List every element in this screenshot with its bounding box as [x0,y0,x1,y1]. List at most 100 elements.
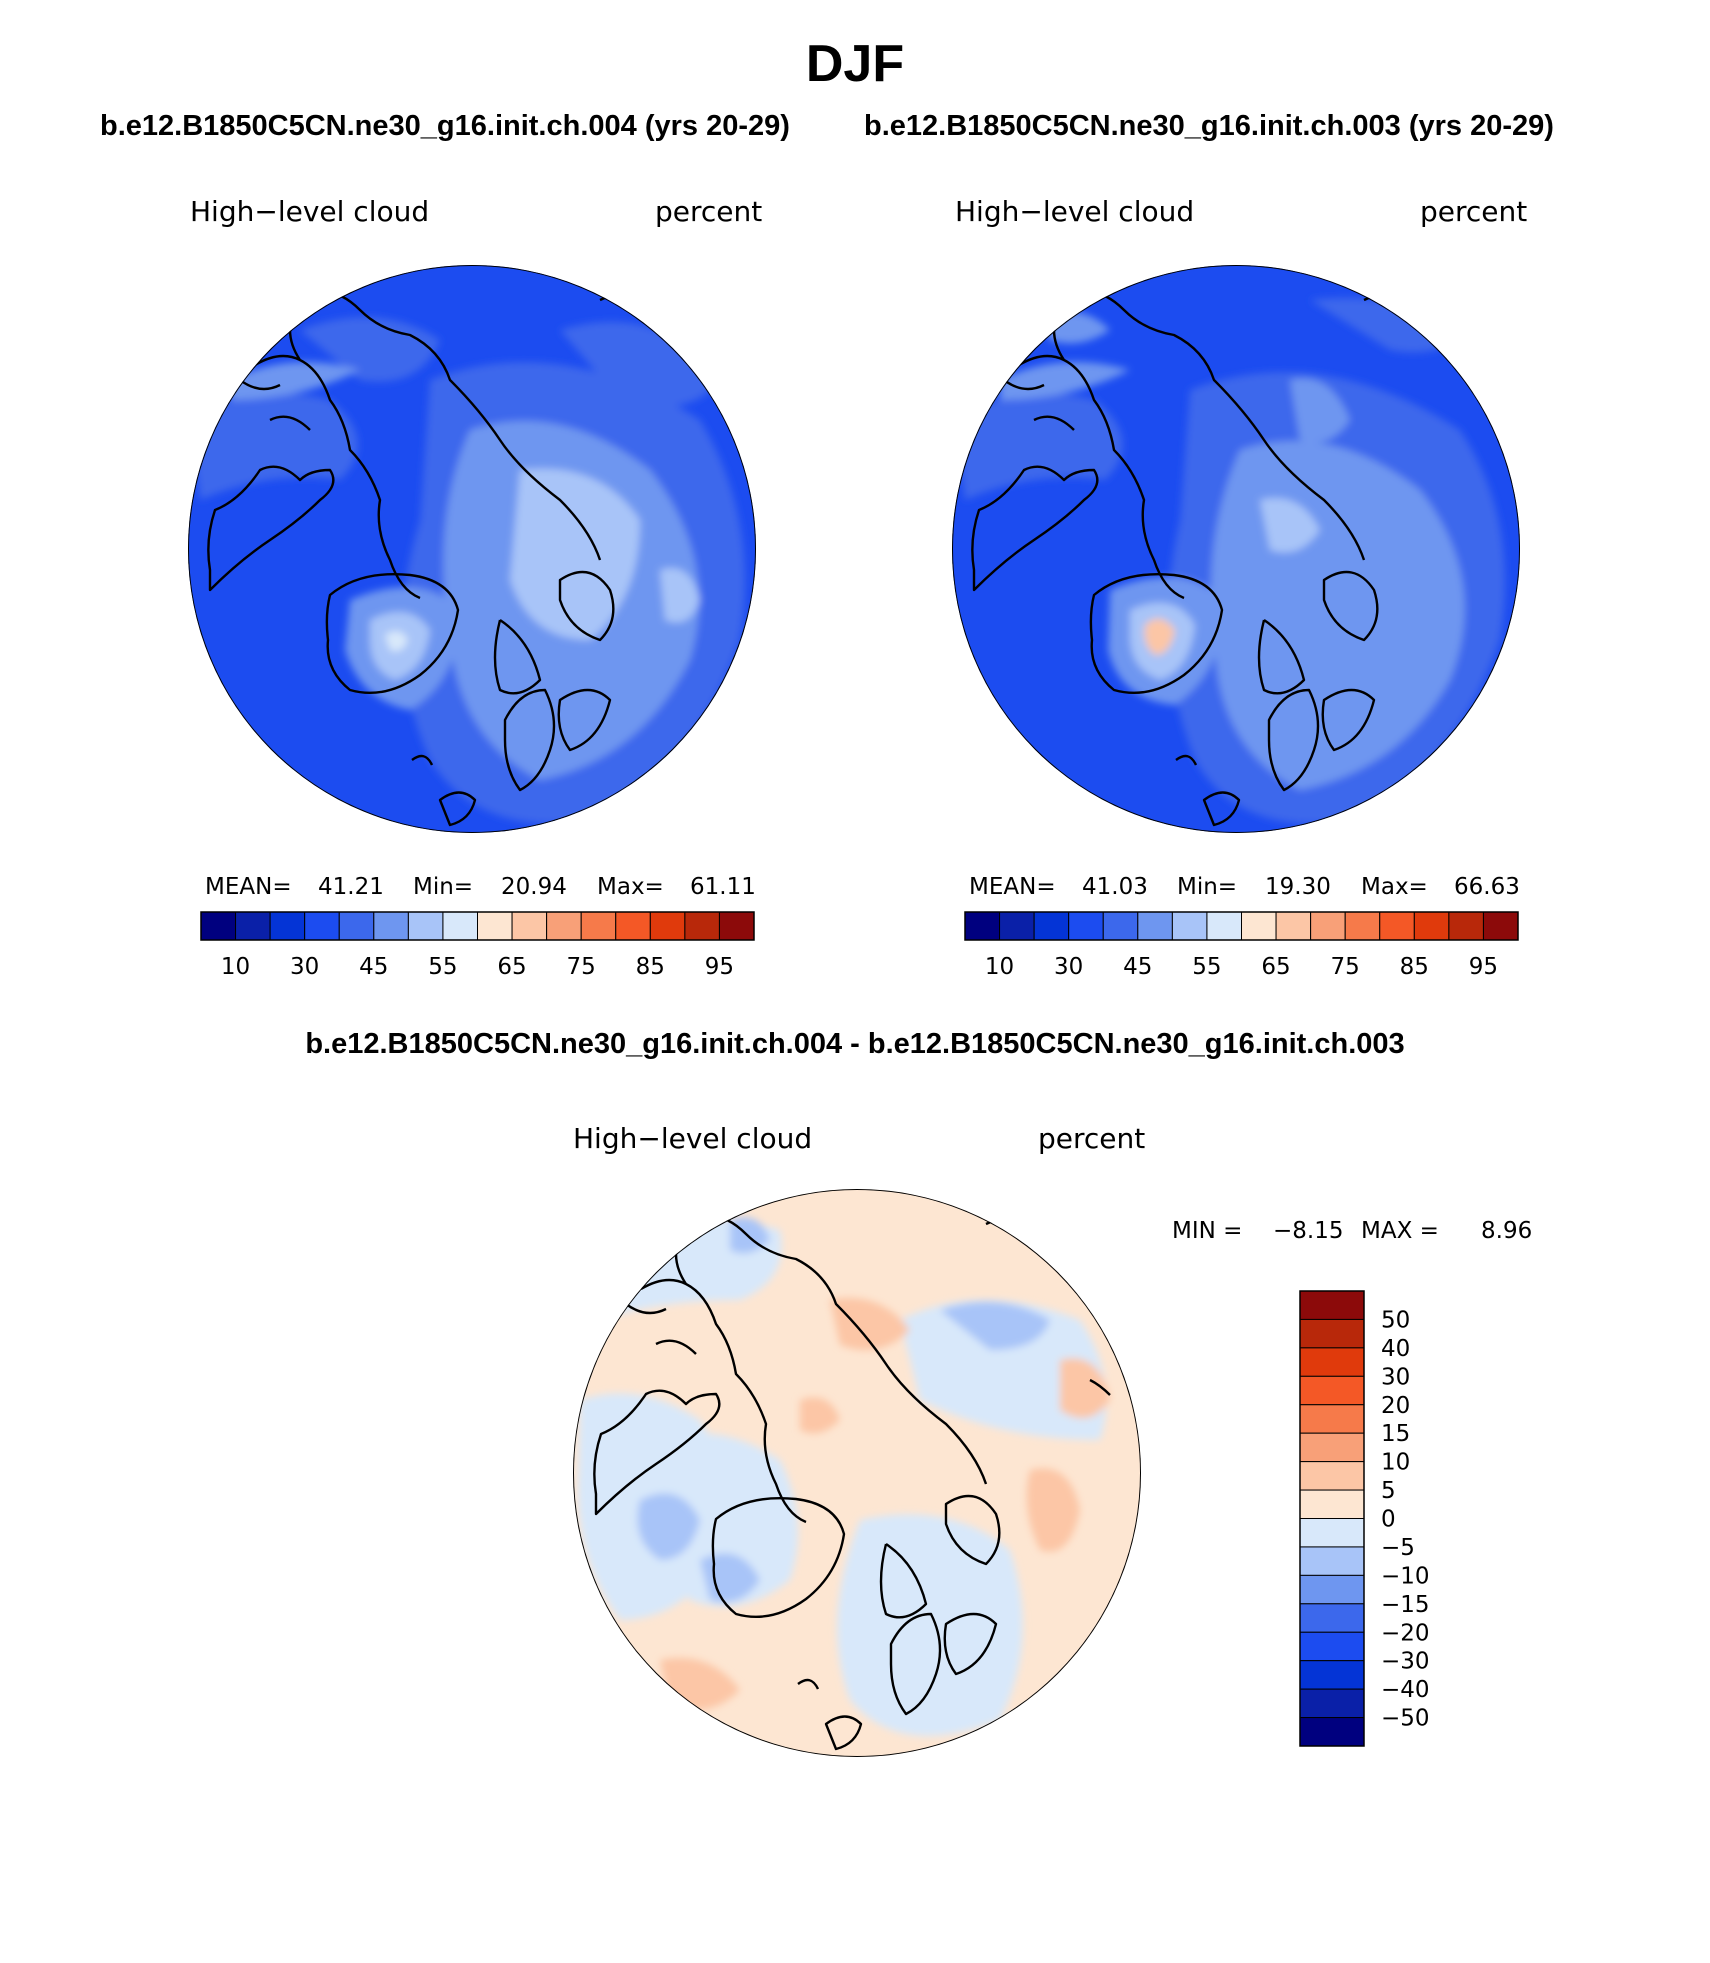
left-colorbar-swatch [304,911,340,941]
right-max-value: 66.63 [1454,874,1520,900]
difference-cloud-field [573,1189,1141,1757]
right-colorbar-swatch [964,911,1001,941]
diff-colorbar-tick-label: 5 [1381,1478,1396,1504]
right-colorbar-swatch [1310,911,1346,941]
diff-colorbar-swatch [1299,1461,1365,1491]
left-max-label: Max= [597,874,664,900]
left-colorbar-tick-label: 45 [359,954,388,980]
left-colorbar-swatch [200,911,237,941]
right-colorbar-swatch [1033,911,1070,941]
left-colorbar-swatch [718,911,755,941]
left-max-value: 61.11 [690,874,756,900]
figure-title: DJF [805,35,905,93]
left-colorbar-tick-label: 65 [497,954,526,980]
right-colorbar-swatch [1448,911,1484,941]
diff-colorbar-tick-label: 15 [1381,1421,1410,1447]
left-min-label: Min= [413,874,473,900]
right-panel: High−level cloud percent [952,195,1527,980]
diff-colorbar-tick-label: 50 [1381,1307,1410,1333]
right-colorbar-swatch [1102,911,1139,941]
right-mean-value: 41.03 [1082,874,1148,900]
right-cloud-field [952,265,1520,833]
right-min-label: Min= [1177,874,1237,900]
left-colorbar-tick-label: 95 [705,954,734,980]
right-colorbar-swatch [1068,911,1104,941]
right-units-label: percent [1420,195,1527,228]
diff-colorbar-tick-label: 10 [1381,1450,1410,1476]
diff-colorbar-swatch [1299,1518,1365,1548]
right-mean-label: MEAN= [969,874,1056,900]
diff-colorbar-swatch [1299,1290,1365,1320]
right-colorbar-swatch [1241,911,1277,941]
left-colorbar-swatch [373,911,409,941]
right-colorbar-tick-label: 55 [1192,954,1221,980]
left-colorbar-swatch [615,911,651,941]
diff-colorbar-tick-label: 40 [1381,1336,1410,1362]
diff-colorbar-tick-label: −40 [1381,1677,1430,1703]
left-mean-value: 41.21 [318,874,384,900]
left-colorbar-tick-label: 10 [221,954,250,980]
diff-colorbar-swatch [1299,1688,1365,1719]
right-colorbar-tick-label: 75 [1331,954,1360,980]
right-colorbar-swatch [1482,911,1519,941]
left-units-label: percent [655,195,762,228]
right-case-title: b.e12.B1850C5CN.ne30_g16.init.ch.003 (yr… [864,110,1554,142]
left-colorbar-tick-label: 30 [290,954,319,980]
right-colorbar-tick-label: 65 [1261,954,1290,980]
right-colorbar-swatch [1275,911,1312,941]
left-colorbar-swatch [580,911,617,941]
diff-max-label: MAX = [1361,1218,1439,1244]
diff-colorbar-swatch [1299,1432,1365,1463]
right-colorbar-tick-label: 10 [985,954,1014,980]
right-colorbar-swatch [1206,911,1242,941]
left-min-value: 20.94 [501,874,567,900]
right-colorbar-tick-label: 85 [1400,954,1429,980]
diff-colorbar-swatch [1299,1375,1365,1406]
left-colorbar-swatch [511,911,548,941]
left-variable-label: High−level cloud [190,195,429,228]
left-colorbar-swatch [407,911,444,941]
diff-min-value: −8.15 [1273,1218,1343,1244]
left-colorbar-swatch [477,911,513,941]
diff-colorbar-tick-label: −10 [1381,1563,1430,1589]
left-mean-label: MEAN= [205,874,292,900]
diff-colorbar-tick-label: −50 [1381,1706,1430,1732]
right-colorbar-swatch [1344,911,1381,941]
diff-colorbar-tick-label: −30 [1381,1649,1430,1675]
diff-colorbar-swatch [1299,1574,1365,1605]
left-colorbar-swatch [338,911,375,941]
diff-colorbar-tick-label: −5 [1381,1535,1415,1561]
diff-colorbar-tick-label: −20 [1381,1620,1430,1646]
diff-colorbar-tick-label: −15 [1381,1592,1430,1618]
right-colorbar-swatch [999,911,1035,941]
right-colorbar-swatch [1379,911,1415,941]
left-colorbar-swatch [684,911,720,941]
right-colorbar-swatch [1171,911,1208,941]
left-colorbar-swatch [269,911,306,941]
diff-colorbar-tick-label: 0 [1381,1507,1396,1533]
right-variable-label: High−level cloud [955,195,1194,228]
left-colorbar-tick-label: 55 [428,954,457,980]
right-colorbar-tick-label: 30 [1054,954,1083,980]
left-colorbar-swatch [442,911,478,941]
left-case-title: b.e12.B1850C5CN.ne30_g16.init.ch.004 (yr… [100,110,790,142]
right-colorbar-swatch [1137,911,1173,941]
left-cloud-field [188,265,756,833]
diff-colorbar-tick-label: 20 [1381,1393,1410,1419]
difference-panel: High−level cloud percent [573,1122,1532,1757]
diff-colorbar-swatch [1299,1660,1365,1690]
right-colorbar: 10 30 45 55 65 75 85 95 [964,911,1519,980]
diff-colorbar-tick-label: 30 [1381,1364,1410,1390]
diff-colorbar-swatch [1299,1603,1365,1633]
right-colorbar-tick-label: 95 [1469,954,1498,980]
diff-units-label: percent [1038,1122,1145,1155]
diff-colorbar-swatch [1299,1631,1365,1662]
left-colorbar-tick-label: 75 [567,954,596,980]
diff-colorbar-swatch [1299,1546,1365,1576]
diff-colorbar-swatch [1299,1489,1365,1519]
right-max-label: Max= [1361,874,1428,900]
left-colorbar-tick-label: 85 [636,954,665,980]
right-colorbar-swatch [1413,911,1450,941]
right-colorbar-tick-label: 45 [1123,954,1152,980]
